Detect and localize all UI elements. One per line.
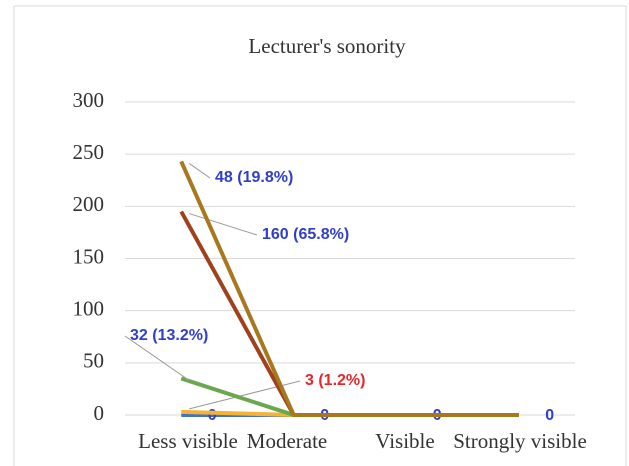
data-label: 32 (13.2%) (130, 327, 208, 344)
x-tick-label: Less visible (138, 429, 238, 453)
series-line (179, 160, 519, 417)
leader-line (124, 335, 190, 381)
y-tick-label: 250 (73, 140, 105, 164)
data-label: 48 (19.8%) (215, 169, 293, 186)
y-tick-label: 200 (73, 192, 105, 216)
data-label: 0 (545, 407, 554, 424)
data-label: 160 (65.8%) (262, 226, 349, 243)
y-tick-label: 100 (73, 296, 105, 320)
y-tick-label: 50 (83, 349, 104, 373)
y-tick-label: 150 (73, 244, 105, 268)
data-label: 3 (1.2%) (305, 372, 365, 389)
y-tick-label: 0 (94, 401, 105, 425)
chart-title: Lecturer's sonority (248, 34, 406, 58)
chart-frame (13, 5, 627, 466)
x-tick-label: Strongly visible (453, 429, 587, 453)
x-tick-label: Visible (375, 429, 434, 453)
leader-line (189, 213, 258, 236)
y-tick-label: 300 (73, 88, 105, 112)
x-tick-label: Moderate (247, 429, 327, 453)
data-label: 0 (208, 407, 217, 424)
leader-line (188, 163, 211, 179)
